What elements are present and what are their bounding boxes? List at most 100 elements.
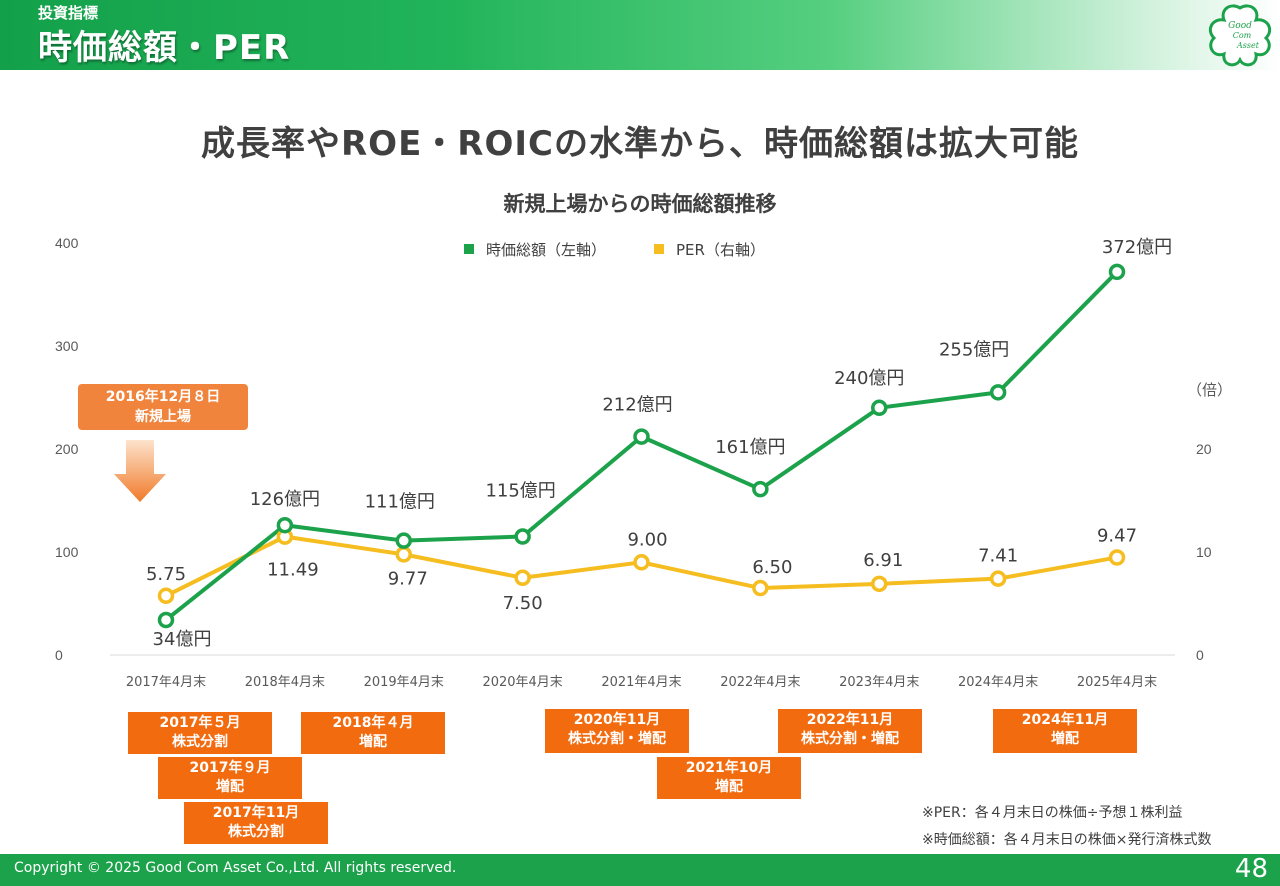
market-cap-point [1108, 263, 1126, 281]
y-left-tick-label: 400 [55, 235, 79, 251]
per-data-label: 6.91 [863, 550, 903, 571]
event-date: 2020年11月 [573, 712, 661, 728]
event-description: 株式分割・増配 [568, 731, 666, 747]
y-left-tick-label: 200 [55, 441, 79, 457]
event-date: 2021年10月 [685, 760, 773, 776]
legend-swatch-market-cap [464, 244, 474, 254]
per-data-label: 9.47 [1097, 525, 1137, 546]
market-cap-point [157, 611, 175, 629]
legend-swatch-per [654, 244, 664, 254]
copyright: Copyright © 2025 Good Com Asset Co.,Ltd.… [14, 860, 457, 876]
per-point [1108, 549, 1126, 566]
market-cap-data-label: 34億円 [153, 629, 212, 650]
market-cap-point [514, 528, 531, 545]
event-date: 2017年11月 [212, 805, 300, 821]
logo-text-2: Com [1233, 31, 1252, 40]
y-right-unit-label: （倍） [1187, 381, 1232, 399]
header-bar: 投資指標 時価総額・PER [0, 0, 1280, 70]
ipo-callout: 2016年12月８日 新規上場 [78, 384, 248, 430]
ipo-arrow-icon [114, 440, 166, 502]
event-description: 株式分割・増配 [801, 731, 899, 747]
event-description: 増配 [715, 779, 743, 795]
per-point [514, 569, 531, 586]
per-data-label: 5.75 [146, 564, 186, 585]
y-right-tick-label: 10 [1196, 544, 1212, 560]
market-cap-data-label: 255億円 [939, 339, 1009, 360]
event-box: 2017年５月 株式分割 [128, 712, 272, 754]
footnote-per: ※PER：各４月末日の株価÷予想１株利益 [922, 805, 1183, 821]
x-tick-label: 2018年4月末 [245, 675, 325, 690]
event-description: 増配 [359, 734, 387, 750]
per-data-label: 9.77 [388, 568, 428, 589]
market-cap-data-label: 372億円 [1102, 237, 1172, 258]
x-tick-label: 2020年4月末 [482, 675, 562, 690]
per-point [989, 570, 1007, 587]
event-box: 2022年11月 株式分割・増配 [778, 709, 922, 753]
legend-label-market-cap: 時価総額（左軸） [486, 241, 606, 259]
per-point [395, 546, 412, 563]
per-data-label: 11.49 [267, 560, 319, 581]
market-cap-data-label: 161億円 [715, 437, 785, 458]
x-tick-label: 2017年4月末 [126, 675, 206, 690]
event-description: 株式分割 [172, 734, 228, 750]
market-cap-point [395, 532, 412, 549]
event-description: 増配 [1051, 731, 1079, 747]
per-data-label: 7.41 [978, 546, 1018, 567]
company-logo: Good Com Asset [1208, 4, 1272, 67]
event-box: 2017年９月 増配 [158, 757, 302, 799]
y-right-tick-label: 20 [1196, 441, 1212, 457]
event-box: 2020年11月 株式分割・増配 [545, 709, 689, 753]
y-left-tick-label: 0 [55, 647, 63, 663]
market-cap-point [752, 480, 769, 498]
market-cap-data-label: 126億円 [250, 489, 320, 510]
market-cap-data-label: 212億円 [602, 395, 672, 416]
ipo-date: 2016年12月８日 [105, 389, 221, 405]
logo-text-1: Good [1228, 21, 1252, 31]
per-data-label: 7.50 [503, 593, 543, 614]
event-date: 2024年11月 [1021, 712, 1109, 728]
footer-bar: Copyright © 2025 Good Com Asset Co.,Ltd.… [0, 854, 1280, 886]
per-point [157, 587, 175, 605]
event-box: 2017年11月 株式分割 [184, 802, 328, 844]
event-date: 2018年４月 [332, 715, 414, 731]
event-box: 2021年10月 増配 [657, 757, 801, 799]
page-number: 48 [1234, 854, 1268, 884]
chart-title: 新規上場からの時価総額推移 [503, 192, 777, 216]
event-date: 2017年５月 [159, 715, 241, 731]
x-tick-label: 2021年4月末 [601, 675, 681, 690]
x-tick-label: 2022年4月末 [720, 675, 800, 690]
logo-text-3: Asset [1236, 41, 1260, 50]
y-left-tick-label: 300 [55, 338, 79, 354]
per-point [633, 554, 650, 571]
footnotes: ※PER：各４月末日の株価÷予想１株利益 ※時価総額：各４月末日の株価×発行済株… [922, 800, 1211, 854]
headline: 成長率やROE・ROICの水準から、時価総額は拡大可能 [201, 124, 1079, 164]
x-tick-label: 2025年4月末 [1077, 675, 1157, 690]
market-cap-per-chart: 0 100 200 300 400 0 10 20 （倍） 2017年4月末 2018年4月末 201… [55, 235, 1232, 690]
y-right-tick-label: 0 [1196, 647, 1204, 663]
event-description: 増配 [216, 779, 244, 795]
market-cap-point [633, 428, 650, 445]
section-label: 投資指標 [38, 4, 99, 22]
per-data-label: 6.50 [752, 557, 792, 578]
footnote-market-cap: ※時価総額：各４月末日の株価×発行済株式数 [922, 832, 1212, 848]
x-tick-label: 2023年4月末 [839, 675, 919, 690]
legend-label-per: PER（右軸） [676, 241, 765, 259]
y-left-tick-label: 100 [55, 544, 79, 560]
market-cap-data-label: 111億円 [365, 492, 435, 513]
event-date: 2022年11月 [806, 712, 894, 728]
market-cap-data-label: 240億円 [834, 368, 904, 389]
market-cap-point [276, 516, 294, 534]
per-point [871, 575, 888, 593]
x-tick-label: 2019年4月末 [364, 675, 444, 690]
per-data-label: 9.00 [627, 529, 667, 550]
market-cap-point [871, 399, 888, 417]
event-box: 2018年４月 増配 [301, 712, 445, 754]
event-date: 2017年９月 [189, 760, 271, 776]
per-point [752, 579, 769, 597]
page-title: 時価総額・PER [38, 28, 291, 68]
market-cap-point [989, 384, 1007, 401]
ipo-label: 新規上場 [135, 409, 191, 425]
event-description: 株式分割 [228, 824, 284, 840]
market-cap-data-label: 115億円 [485, 481, 555, 502]
x-tick-label: 2024年4月末 [958, 675, 1038, 690]
